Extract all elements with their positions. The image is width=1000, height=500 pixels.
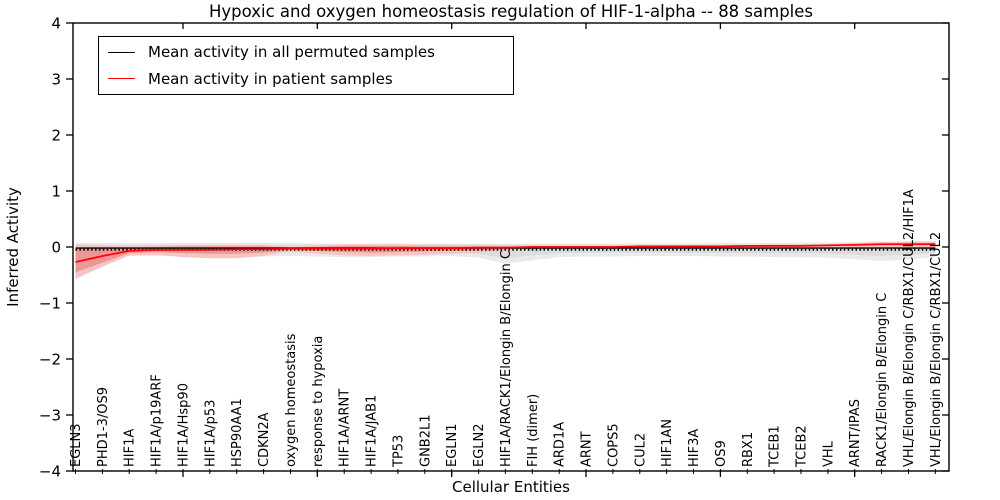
category-label: OS9: [714, 440, 729, 467]
patient-mean-line: [75, 243, 936, 263]
legend-line-swatch-0: [108, 51, 135, 53]
y-tick-label: 1: [51, 183, 61, 201]
category-label: RACK1/Elongin B/Elongin C: [875, 293, 890, 467]
category-label: HIF1A/p19ARF: [150, 374, 165, 467]
category-label: HIF1A: [123, 429, 138, 467]
category-label: CDKN2A: [257, 412, 272, 467]
category-label: RBX1: [741, 432, 756, 467]
category-label: EGLN3: [69, 423, 84, 467]
category-label: oxygen homeostasis: [284, 333, 299, 467]
category-label: EGLN2: [472, 423, 487, 467]
legend-label-1: Mean activity in patient samples: [148, 69, 393, 88]
y-tick-label: −4: [39, 463, 61, 481]
legend: Mean activity in all permuted samples Mea…: [98, 36, 514, 95]
patient-band-outer: [75, 241, 936, 279]
category-label: HIF1A/p53: [203, 400, 218, 467]
chart-title: Hypoxic and oxygen homeostasis regulatio…: [208, 2, 814, 21]
legend-line-swatch-1: [108, 78, 135, 80]
category-label: ARNT/IPAS: [848, 399, 863, 467]
category-label: FIH (dimer): [526, 394, 541, 467]
category-label: HIF1A/JAB1: [365, 395, 380, 467]
legend-entry-1: Mean activity in patient samples: [99, 70, 513, 88]
y-tick-label: −3: [39, 407, 61, 425]
y-tick-label: −1: [39, 295, 61, 313]
category-label: TP53: [391, 435, 406, 468]
category-label: HIF3A: [687, 429, 702, 467]
category-label: HIF1A/Hsp90: [177, 383, 192, 467]
y-tick-label: 2: [51, 127, 61, 145]
category-label: TCEB2: [795, 425, 810, 468]
y-tick-label: 0: [51, 239, 61, 257]
category-label: VHL/Elongin B/Elongin C/RBX1/CUL2/HIF1A: [902, 189, 917, 467]
category-label: PHD1-3/OS9: [96, 387, 111, 467]
category-label: ARD1A: [553, 422, 568, 467]
x-axis-label: Cellular Entities: [452, 478, 570, 496]
category-label: EGLN1: [445, 423, 460, 467]
category-label: VHL: [821, 440, 836, 467]
category-label: TCEB1: [768, 425, 783, 468]
legend-entry-0: Mean activity in all permuted samples: [99, 43, 513, 61]
category-label: VHL/Elongin B/Elongin C/RBX1/CUL2: [929, 232, 944, 467]
y-tick-label: −2: [39, 351, 61, 369]
category-label: HSP90AA1: [230, 398, 245, 467]
legend-label-0: Mean activity in all permuted samples: [148, 43, 435, 62]
category-label: COPS5: [606, 423, 621, 467]
category-label: GNB2L1: [418, 414, 433, 467]
category-label: HIF1A/RACK1/Elongin B/Elongin C: [499, 250, 514, 467]
y-tick-label: 4: [51, 15, 61, 33]
category-label: HIF1A/ARNT: [338, 389, 353, 467]
category-label: HIF1AN: [660, 419, 675, 467]
category-label: ARNT: [580, 431, 595, 467]
category-label: CUL2: [633, 433, 648, 467]
y-tick-label: 3: [51, 71, 61, 89]
category-label: response to hypoxia: [311, 336, 326, 467]
y-axis-label: Inferred Activity: [4, 187, 22, 307]
